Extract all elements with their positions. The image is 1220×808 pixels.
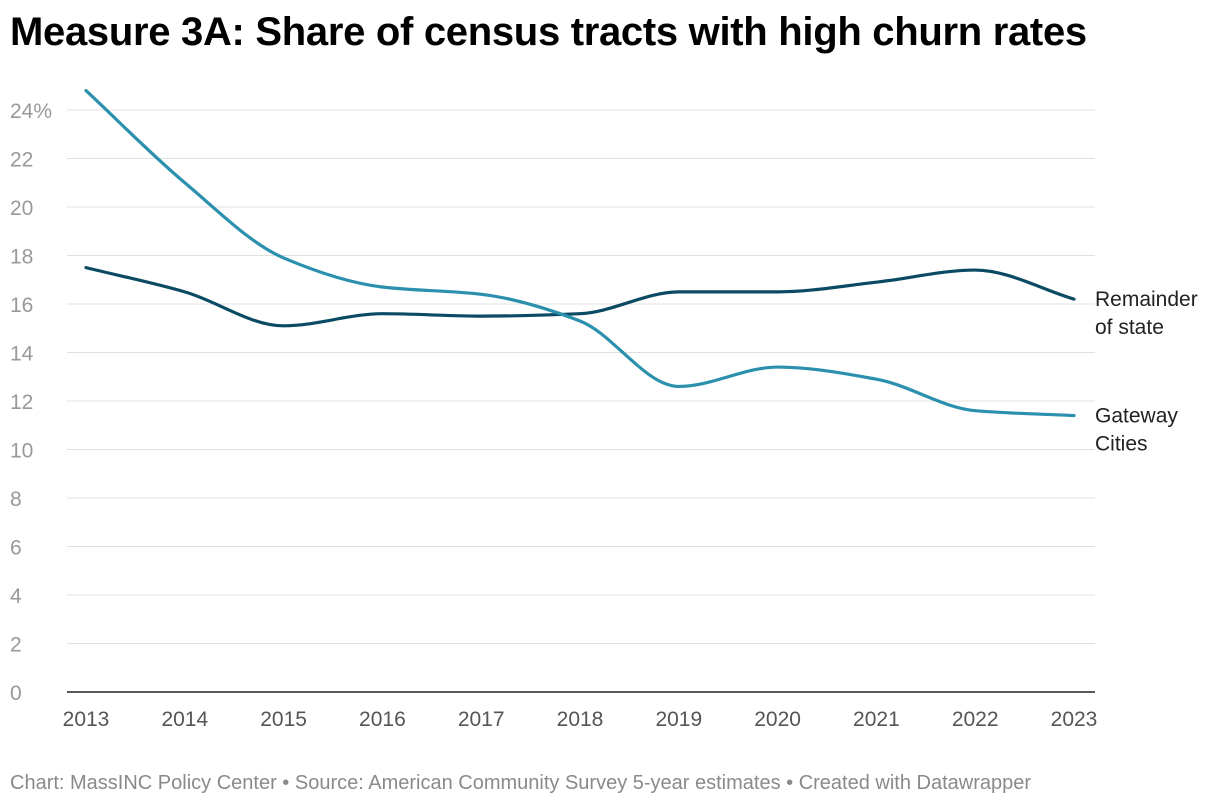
chart-footer: Chart: MassINC Policy Center • Source: A…	[10, 772, 1032, 794]
x-tick-label: 2021	[853, 708, 900, 731]
y-tick-label: 8	[10, 488, 22, 511]
x-tick-label: 2017	[458, 708, 505, 731]
x-tick-label: 2019	[655, 708, 702, 731]
y-tick-label: 14	[10, 343, 34, 366]
gridlines	[67, 109, 1095, 644]
y-tick-label: 12	[10, 391, 33, 414]
x-tick-label: 2015	[260, 708, 307, 731]
x-axis-ticks: 2013 2014 2015 2016 2017 2018 2019 2020 2021 2022…	[63, 708, 1098, 731]
x-tick-label: 2020	[754, 708, 801, 731]
series-label-line: Cities	[1095, 433, 1148, 456]
y-tick-label: 0	[10, 682, 22, 705]
y-tick-label: 18	[10, 246, 33, 269]
y-tick-label: 4	[10, 585, 22, 608]
y-tick-label: 10	[10, 440, 33, 463]
y-axis-ticks: 0 2 4 6 8 10 12 14 16 18 20 22 24%	[10, 100, 52, 705]
y-tick-label: 24%	[10, 100, 52, 123]
y-tick-label: 20	[10, 197, 33, 220]
x-tick-label: 2023	[1051, 708, 1098, 731]
x-tick-label: 2022	[952, 708, 999, 731]
series-lines	[84, 89, 1076, 418]
series-line-gateway-cities	[84, 89, 1076, 418]
series-label-line: Gateway	[1095, 405, 1178, 428]
y-tick-label: 2	[10, 634, 22, 657]
x-tick-label: 2013	[63, 708, 110, 731]
series-label-line: of state	[1095, 316, 1164, 339]
chart-title: Measure 3A: Share of census tracts with …	[10, 10, 1087, 54]
x-tick-label: 2018	[557, 708, 604, 731]
series-labels: Remainder of state Gateway Cities	[1095, 288, 1198, 455]
series-label-remainder-of-state: Remainder of state	[1095, 288, 1198, 339]
series-label-gateway-cities: Gateway Cities	[1095, 405, 1178, 456]
series-label-line: Remainder	[1095, 288, 1198, 311]
x-tick-label: 2014	[161, 708, 208, 731]
y-tick-label: 6	[10, 537, 22, 560]
x-tick-label: 2016	[359, 708, 406, 731]
y-tick-label: 22	[10, 149, 33, 172]
y-tick-label: 16	[10, 294, 33, 317]
series-line-remainder-of-state	[84, 266, 1076, 328]
